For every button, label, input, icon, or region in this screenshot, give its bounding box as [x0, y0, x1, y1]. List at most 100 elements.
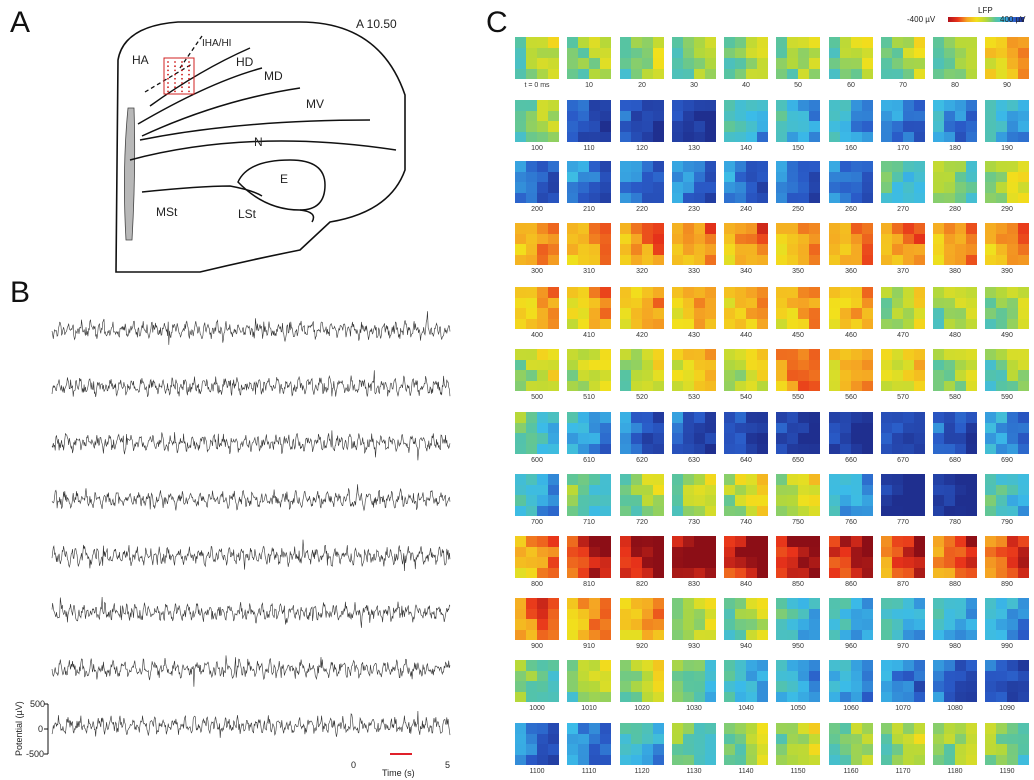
lfp-map-cell [985, 131, 996, 142]
lfp-map-cell [548, 359, 559, 370]
lfp-map-cell [589, 660, 600, 671]
lfp-map-cell [620, 744, 631, 755]
lfp-map-cell [653, 370, 664, 381]
frame-time-label: 1190 [999, 768, 1015, 775]
lfp-map-cell [903, 619, 914, 630]
lfp-map-cell [567, 495, 578, 506]
lfp-map-cell [683, 412, 694, 423]
lfp-map-cell [892, 359, 903, 370]
lfp-map-cell [776, 629, 787, 640]
lfp-map-cell [653, 723, 664, 734]
lfp-map-cell [903, 557, 914, 568]
frame-time-label: 650 [792, 457, 804, 464]
lfp-map-cell [966, 318, 977, 329]
lfp-map-cell [620, 380, 631, 391]
lfp-map-cell [705, 608, 716, 619]
lfp-map-tile [672, 536, 716, 578]
lfp-map-cell [892, 433, 903, 444]
lfp-map-cell [578, 495, 589, 506]
lfp-map-cell [746, 754, 757, 765]
lfp-map-cell [724, 161, 735, 172]
lfp-map-cell [620, 308, 631, 319]
lfp-map-cell [914, 443, 925, 454]
region-label-n: N [254, 135, 263, 149]
lfp-map-cell [578, 723, 589, 734]
lfp-map-cell [933, 318, 944, 329]
lfp-map-cell [515, 161, 526, 172]
lfp-map-cell [851, 670, 862, 681]
lfp-map-cell [567, 619, 578, 630]
lfp-map-cell [548, 443, 559, 454]
lfp-map-cell [620, 723, 631, 734]
lfp-map-cell [757, 557, 768, 568]
lfp-map-cell [620, 121, 631, 132]
lfp-trace [51, 539, 451, 572]
lfp-map-cell [933, 131, 944, 142]
lfp-map-cell [600, 443, 611, 454]
y-tick-label-500: 500 [30, 699, 45, 709]
lfp-map-cell [683, 171, 694, 182]
lfp-map-cell [746, 557, 757, 568]
lfp-map-cell [631, 629, 642, 640]
lfp-map-cell [903, 68, 914, 79]
lfp-map-cell [776, 131, 787, 142]
lfp-map-cell [776, 161, 787, 172]
lfp-map-cell [944, 37, 955, 48]
frame-time-label: 200 [531, 206, 543, 213]
lfp-map-cell [798, 422, 809, 433]
lfp-map-cell [653, 131, 664, 142]
lfp-map-cell [840, 733, 851, 744]
lfp-map-cell [548, 318, 559, 329]
lfp-map-cell [881, 629, 892, 640]
lfp-map-cell [567, 733, 578, 744]
lfp-map-cell [537, 297, 548, 308]
lfp-map-cell [933, 370, 944, 381]
lfp-map-cell [944, 629, 955, 640]
lfp-map-cell [798, 47, 809, 58]
lfp-map-cell [966, 47, 977, 58]
lfp-map-cell [798, 287, 809, 298]
lfp-map-cell [683, 287, 694, 298]
lfp-map-cell [631, 598, 642, 609]
lfp-map-cell [1007, 660, 1018, 671]
lfp-map-cell [515, 754, 526, 765]
lfp-map-cell [862, 47, 873, 58]
lfp-map-cell [996, 681, 1007, 692]
lfp-map-cell [798, 131, 809, 142]
y-tick-label-0: 0 [38, 724, 43, 734]
lfp-map-cell [840, 380, 851, 391]
lfp-map-cell [600, 47, 611, 58]
lfp-map-cell [672, 349, 683, 360]
lfp-map-cell [840, 691, 851, 702]
lfp-map-cell [672, 691, 683, 702]
lfp-map-cell [933, 608, 944, 619]
electrode-dot [174, 65, 176, 68]
lfp-map-cell [567, 681, 578, 692]
lfp-map-cell [933, 121, 944, 132]
lfp-map-cell [631, 68, 642, 79]
lfp-map-cell [589, 422, 600, 433]
lfp-map-cell [798, 733, 809, 744]
lfp-map-cell [757, 318, 768, 329]
lfp-map-cell [933, 629, 944, 640]
lfp-map-cell [578, 505, 589, 516]
electrode-dot [181, 90, 183, 93]
lfp-map-cell [746, 660, 757, 671]
lfp-map-cell [1007, 723, 1018, 734]
lfp-map-cell [515, 733, 526, 744]
lfp-map-cell [955, 58, 966, 69]
lfp-map-cell [642, 660, 653, 671]
lfp-map-cell [653, 433, 664, 444]
lfp-map-cell [653, 100, 664, 111]
lfp-map-cell [809, 121, 820, 132]
lfp-map-cell [933, 433, 944, 444]
lfp-map-tile [620, 723, 664, 765]
frame-time-label: 1160 [843, 768, 859, 775]
lfp-map-cell [892, 598, 903, 609]
lfp-map-cell [653, 546, 664, 557]
lfp-map-cell [840, 744, 851, 755]
lfp-map-cell [881, 47, 892, 58]
lfp-map-cell [600, 412, 611, 423]
lfp-map-cell [1007, 68, 1018, 79]
colorbar-title: LFP [978, 6, 993, 15]
